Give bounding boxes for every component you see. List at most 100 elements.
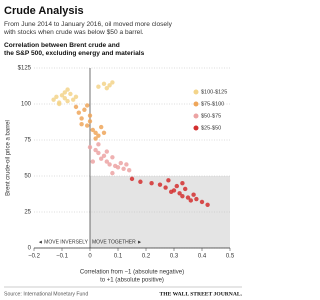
chart-heading: the S&P 500, excluding energy and materi… bbox=[4, 50, 145, 57]
point bbox=[174, 183, 179, 189]
y-tick-label: $125 bbox=[18, 66, 32, 72]
point bbox=[59, 93, 65, 98]
point bbox=[82, 107, 87, 112]
point bbox=[79, 116, 84, 121]
point bbox=[93, 147, 98, 153]
point bbox=[54, 94, 59, 100]
point bbox=[104, 149, 110, 154]
point bbox=[101, 153, 107, 159]
point bbox=[57, 101, 62, 107]
y-axis-label: Brent crude-oil price a barrel bbox=[6, 120, 12, 196]
point bbox=[87, 113, 93, 118]
annotation: ◄ MOVE INVERSELY bbox=[38, 239, 89, 245]
legend-label: $100-$125 bbox=[201, 89, 227, 95]
subtitle: From June 2014 to January 2016, oil move… bbox=[4, 21, 173, 28]
legend-swatch bbox=[193, 101, 199, 107]
x-axis-label: to +1 (absolute positive) bbox=[100, 278, 164, 284]
point bbox=[65, 87, 70, 92]
point bbox=[110, 155, 115, 160]
point bbox=[79, 121, 84, 127]
point bbox=[62, 96, 67, 101]
point bbox=[163, 185, 168, 190]
point bbox=[188, 198, 193, 203]
point bbox=[85, 103, 90, 108]
legend-label: $25-$50 bbox=[201, 125, 221, 131]
x-tick-label: −0.1 bbox=[56, 254, 69, 260]
y-tick-label: 0 bbox=[28, 246, 32, 252]
y-tick-label: 25 bbox=[24, 210, 31, 216]
point bbox=[107, 83, 112, 88]
point bbox=[183, 186, 188, 192]
point bbox=[65, 98, 70, 104]
point bbox=[96, 133, 101, 138]
chart-heading: Correlation between Brent crude and bbox=[4, 42, 120, 49]
point bbox=[177, 191, 182, 196]
chart: Crude Analysis From June 2014 to January… bbox=[3, 5, 243, 297]
point bbox=[99, 124, 104, 130]
legend-label: $50-$75 bbox=[201, 113, 221, 119]
point bbox=[191, 192, 196, 197]
point bbox=[199, 199, 205, 205]
x-tick-label: 0 bbox=[88, 254, 92, 260]
point bbox=[51, 97, 56, 102]
point bbox=[93, 136, 98, 141]
point bbox=[127, 168, 132, 173]
point bbox=[180, 181, 185, 186]
y-tick-label: 50 bbox=[24, 174, 31, 180]
x-tick-label: −0.2 bbox=[28, 254, 41, 260]
point bbox=[85, 123, 90, 128]
point bbox=[71, 97, 76, 102]
x-tick-label: 0.4 bbox=[198, 254, 207, 260]
x-tick-label: 0.3 bbox=[170, 254, 179, 260]
point bbox=[180, 193, 185, 199]
point bbox=[104, 85, 110, 91]
point bbox=[157, 182, 163, 187]
point bbox=[138, 179, 143, 184]
point bbox=[185, 195, 191, 200]
point bbox=[87, 145, 93, 150]
annotation: MOVE TOGETHER ► bbox=[92, 239, 142, 245]
point bbox=[62, 90, 67, 95]
point bbox=[96, 150, 101, 156]
point bbox=[118, 160, 124, 166]
point bbox=[107, 162, 112, 167]
y-tick-label: 75 bbox=[24, 138, 31, 144]
point bbox=[104, 159, 110, 164]
point bbox=[73, 94, 79, 100]
point bbox=[93, 130, 98, 135]
point bbox=[124, 162, 129, 167]
source: Source: International Monetary Fund bbox=[4, 291, 88, 297]
point bbox=[73, 104, 79, 110]
legend-label: $75-$100 bbox=[201, 101, 224, 107]
point bbox=[99, 156, 104, 161]
point bbox=[96, 84, 101, 89]
x-tick-label: 0.5 bbox=[226, 254, 235, 260]
point bbox=[129, 176, 135, 182]
point bbox=[121, 166, 126, 171]
point bbox=[115, 165, 121, 170]
x-tick-label: 0.1 bbox=[114, 254, 123, 260]
point bbox=[87, 119, 93, 124]
point bbox=[166, 178, 171, 183]
point bbox=[76, 110, 82, 115]
chart-title: Crude Analysis bbox=[4, 5, 84, 17]
x-axis-label: Correlation from −1 (absolute negative) bbox=[80, 270, 184, 276]
subtitle: with stocks when crude was below $50 a b… bbox=[3, 29, 144, 36]
point bbox=[90, 127, 96, 133]
point bbox=[169, 189, 174, 195]
point bbox=[149, 181, 154, 186]
y-tick-label: 100 bbox=[21, 102, 32, 108]
point bbox=[68, 91, 73, 97]
point bbox=[205, 202, 210, 207]
legend-swatch bbox=[193, 113, 199, 119]
point bbox=[90, 159, 96, 164]
point bbox=[101, 81, 107, 87]
point bbox=[101, 130, 107, 135]
x-tick-label: 0.2 bbox=[142, 254, 151, 260]
point bbox=[96, 142, 101, 147]
credit: THE WALL STREET JOURNAL. bbox=[160, 291, 243, 297]
point bbox=[110, 170, 115, 176]
legend-swatch bbox=[193, 125, 199, 131]
point bbox=[194, 196, 199, 202]
legend-swatch bbox=[193, 89, 199, 95]
